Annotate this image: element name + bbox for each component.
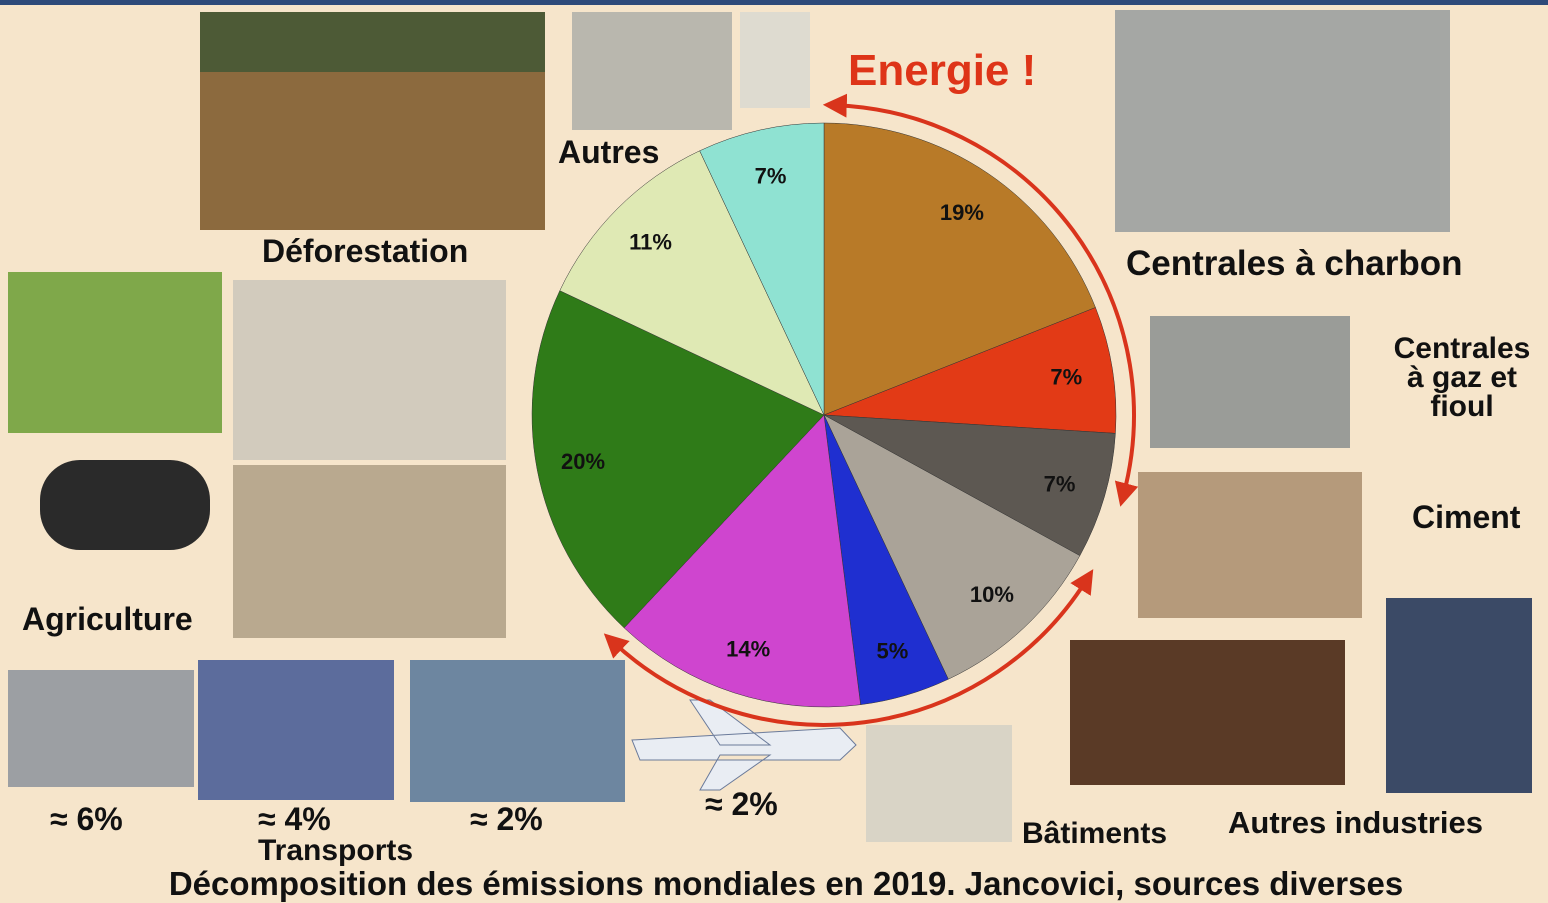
- slice-label: 10%: [970, 582, 1014, 607]
- photos: [8, 10, 1532, 842]
- photo-truck: [198, 660, 394, 800]
- photo-gas-plant: [1150, 316, 1350, 448]
- slice-label: 7%: [755, 164, 787, 189]
- top-border: [0, 0, 1548, 5]
- slice-label: 20%: [561, 449, 605, 474]
- annotation: ≈ 4%: [258, 801, 331, 837]
- photo-cow: [40, 460, 210, 550]
- annotation: Autres industries: [1228, 805, 1483, 840]
- annotation: Centrales à charbon: [1126, 244, 1463, 283]
- annotation: Bâtiments: [1022, 817, 1167, 850]
- chart-title: Décomposition des émissions mondiales en…: [169, 865, 1403, 902]
- annotation: Centrales: [1394, 332, 1531, 365]
- photo-shelves: [572, 12, 732, 130]
- annotation: Transports: [258, 834, 413, 867]
- slice-label: 7%: [1050, 365, 1082, 390]
- photo-coal-plant: [1115, 10, 1450, 232]
- slice-label: 11%: [629, 230, 672, 255]
- annotation: Déforestation: [262, 233, 468, 269]
- photo-pigs: [233, 465, 506, 638]
- annotation: Autres: [558, 134, 659, 170]
- pie-slice: [531, 290, 825, 629]
- annotation: Agriculture: [22, 601, 193, 637]
- annotation: fioul: [1430, 390, 1493, 423]
- photo-ship: [410, 660, 625, 802]
- annotation: ≈ 6%: [50, 801, 123, 837]
- pie-slice: [699, 122, 825, 416]
- annotation: ≈ 2%: [470, 801, 543, 837]
- photo-cement: [1138, 472, 1362, 618]
- photo-fridge: [740, 12, 810, 108]
- photo-farmer: [8, 272, 222, 433]
- energy-arrow: [822, 93, 1139, 507]
- pie: 19% 7% 7% 10% 5% 14% 20% 11% 7%: [531, 122, 1117, 708]
- photo-industry: [1070, 640, 1345, 785]
- photo-boiler: [866, 725, 1012, 842]
- energy-arrow: [603, 569, 1094, 727]
- photo-chickens: [233, 280, 506, 460]
- pie-slice: [559, 150, 825, 416]
- slice-label: 19%: [940, 200, 984, 225]
- photo-car: [8, 670, 194, 787]
- annotation: ≈ 2%: [705, 786, 778, 822]
- photo-forest: [200, 12, 545, 72]
- slice-label: 5%: [877, 639, 909, 664]
- annotation: Ciment: [1412, 499, 1521, 535]
- slice-label: 14%: [726, 636, 770, 661]
- slice-label: 7%: [1044, 471, 1076, 496]
- annotation: Energie !: [848, 46, 1036, 95]
- annotation: à gaz et: [1407, 361, 1517, 394]
- photo-plane: [631, 699, 857, 791]
- photo-steel: [1386, 598, 1532, 793]
